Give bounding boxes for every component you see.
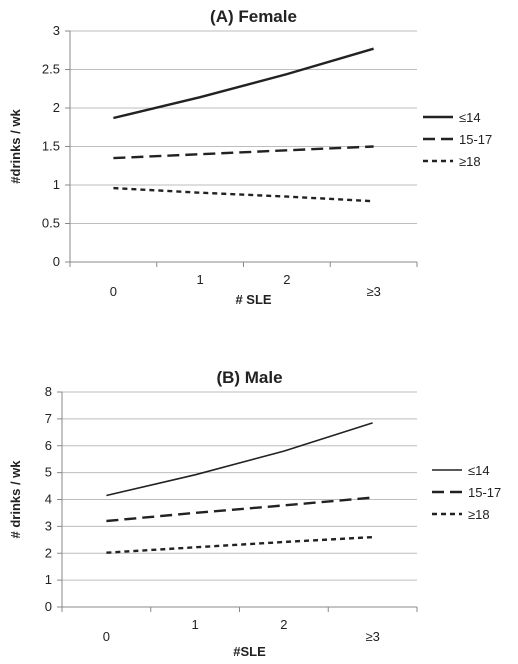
y-tick-label: 1.5 [42,139,60,154]
y-tick-label: 7 [45,411,52,426]
series-line-2 [106,496,373,523]
y-tick-label: 0.5 [42,216,60,231]
x-tick-label: ≥3 [365,629,379,644]
chart-title: (A) Female [210,7,297,26]
y-tick-label: 1 [53,177,60,192]
x-tick-label: 1 [197,272,204,287]
x-tick-label: 0 [103,629,110,644]
y-tick-label: 8 [45,384,52,399]
series-line-1 [106,422,373,497]
chart-title: (B) Male [216,368,282,387]
legend-label: 15-17 [459,132,492,147]
y-tick-label: 0 [53,254,60,269]
y-tick-label: 2 [45,545,52,560]
x-axis-label: #SLE [233,644,266,659]
x-axis-label: # SLE [235,292,271,307]
x-tick-label: ≥3 [366,284,380,299]
y-tick-label: 4 [45,492,52,507]
y-tick-label: 5 [45,465,52,480]
legend-label: ≤14 [468,463,490,478]
y-tick-label: 3 [53,23,60,38]
legend-label: 15-17 [468,485,501,500]
legend-label: ≤14 [459,110,481,125]
y-axis-label: # drinks / wk [8,460,23,539]
legend-label: ≥18 [468,507,490,522]
panel-female: (A) Female 0 0.5 1 1.5 2 2.5 3 0 1 2 ≥3 # SLE #drinks… [8,7,492,307]
series-line-1 [113,47,374,120]
series-line-2 [113,145,374,160]
x-tick-label: 2 [280,617,287,632]
y-tick-label: 1 [45,572,52,587]
x-tick-label: 2 [283,272,290,287]
x-tick-label: 0 [110,284,117,299]
y-tick-label: 0 [45,599,52,614]
y-axis-label: #drinks / wk [8,109,23,184]
y-tick-label: 2 [53,100,60,115]
y-tick-label: 3 [45,518,52,533]
legend-label: ≥18 [459,154,481,169]
x-tick-label: 1 [192,617,199,632]
series-line-3 [106,535,373,554]
series-line-3 [113,186,374,203]
panel-male: (B) Male 0 1 2 3 4 5 6 7 8 0 1 2 ≥3 #SLE # drinks / wk ≤… [8,368,501,659]
y-tick-label: 2.5 [42,62,60,77]
y-tick-label: 6 [45,438,52,453]
